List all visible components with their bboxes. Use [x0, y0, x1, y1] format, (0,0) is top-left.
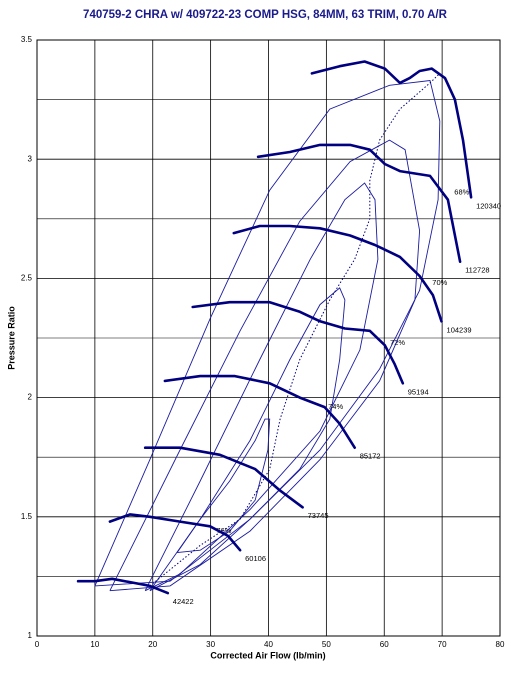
y-tick-label: 3.5 [21, 35, 33, 44]
efficiency-island [144, 182, 379, 592]
y-tick-label: 2 [28, 393, 33, 402]
y-tick-label: 2.5 [21, 274, 33, 283]
speed-line [310, 60, 473, 199]
speed-label: 120340 [476, 201, 501, 210]
x-tick-label: 20 [148, 640, 157, 649]
x-tick-label: 60 [380, 640, 389, 649]
speed-line [191, 300, 405, 385]
speed-line [108, 513, 242, 552]
speed-label: 104239 [447, 325, 472, 334]
y-tick-label: 1 [28, 631, 33, 640]
x-tick-label: 0 [35, 640, 40, 649]
speed-line [232, 224, 443, 323]
speed-label: 112728 [465, 266, 489, 275]
x-tick-label: 80 [496, 640, 505, 649]
efficiency-island [94, 80, 441, 587]
x-axis-label: Corrected Air Flow (lb/min) [210, 650, 325, 660]
choke-line [149, 73, 441, 587]
x-tick-label: 70 [438, 640, 447, 649]
plot-border [36, 39, 501, 637]
chart-title: 740759-2 CHRA w/ 409722-23 COMP HSG, 84M… [83, 9, 448, 21]
speed-line [143, 446, 304, 509]
efficiency-label: 68% [454, 188, 469, 197]
speed-line [76, 577, 170, 595]
efficiency-island [109, 139, 421, 592]
y-axis-label: Pressure Ratio [6, 306, 16, 370]
speed-label: 60106 [245, 554, 266, 563]
x-tick-label: 10 [90, 640, 99, 649]
speed-label: 42422 [173, 597, 194, 606]
efficiency-label: 70% [432, 278, 447, 287]
efficiency-label: 74% [328, 402, 343, 411]
speed-label: 95194 [408, 387, 429, 396]
speed-label: 73745 [308, 511, 329, 520]
speed-line [256, 143, 462, 263]
x-tick-label: 50 [322, 640, 331, 649]
speed-line [163, 374, 356, 449]
speed-label: 85172 [360, 452, 381, 461]
y-tick-label: 1.5 [21, 512, 33, 521]
x-tick-label: 40 [264, 640, 273, 649]
efficiency-label: 76% [216, 526, 231, 535]
efficiency-label: 72% [390, 338, 405, 347]
x-tick-label: 30 [206, 640, 215, 649]
y-tick-label: 3 [28, 154, 33, 163]
